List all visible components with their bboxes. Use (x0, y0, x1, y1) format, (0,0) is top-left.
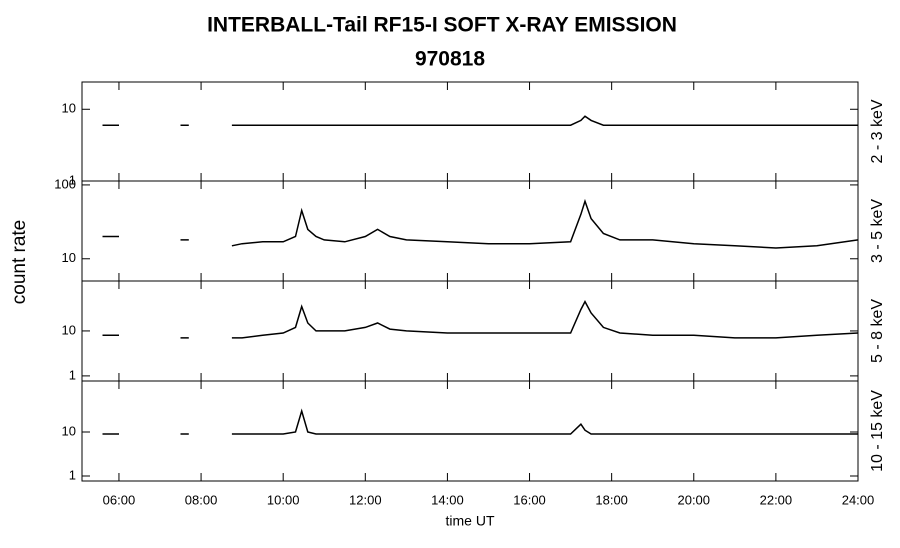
y-tick-label: 1 (69, 172, 76, 187)
series-label: 10 - 15 keV (869, 390, 886, 472)
data-line (102, 198, 859, 249)
x-tick-label: 16:00 (513, 492, 546, 507)
y-tick-label: 1 (69, 467, 76, 482)
data-line (102, 115, 858, 126)
series-label: 3 - 5 keV (869, 199, 886, 263)
x-tick-label: 20:00 (677, 492, 710, 507)
y-tick-label: 10 (62, 423, 76, 438)
x-tick-label: 08:00 (185, 492, 218, 507)
y-tick-label: 1 (69, 367, 76, 382)
panel-frame (81, 380, 859, 482)
x-tick-label: 06:00 (103, 492, 136, 507)
chart-title: INTERBALL-Tail RF15-I SOFT X-RAY EMISSIO… (207, 14, 677, 37)
y-tick-label: 10 (62, 101, 76, 116)
x-axis-label: time UT (446, 513, 495, 529)
y-tick-label: 10 (62, 322, 76, 337)
y-tick-label: 100 (54, 176, 76, 191)
y-axis-label: count rate (9, 220, 30, 305)
x-tick-label: 14:00 (431, 492, 464, 507)
panel-frame (81, 81, 859, 182)
series-label: 2 - 3 keV (869, 99, 886, 163)
x-tick-label: 24:00 (842, 492, 875, 507)
series-label: 5 - 8 keV (869, 299, 886, 363)
x-tick-label: 10:00 (267, 492, 300, 507)
data-line (102, 408, 858, 435)
y-tick-label: 10 (62, 250, 76, 265)
chart-subtitle: 970818 (415, 48, 485, 71)
x-tick-label: 12:00 (349, 492, 382, 507)
x-tick-label: 22:00 (760, 492, 793, 507)
x-tick-label: 18:00 (595, 492, 628, 507)
panel-frame (81, 280, 859, 382)
panel-frame (81, 180, 859, 282)
data-line (102, 299, 859, 339)
